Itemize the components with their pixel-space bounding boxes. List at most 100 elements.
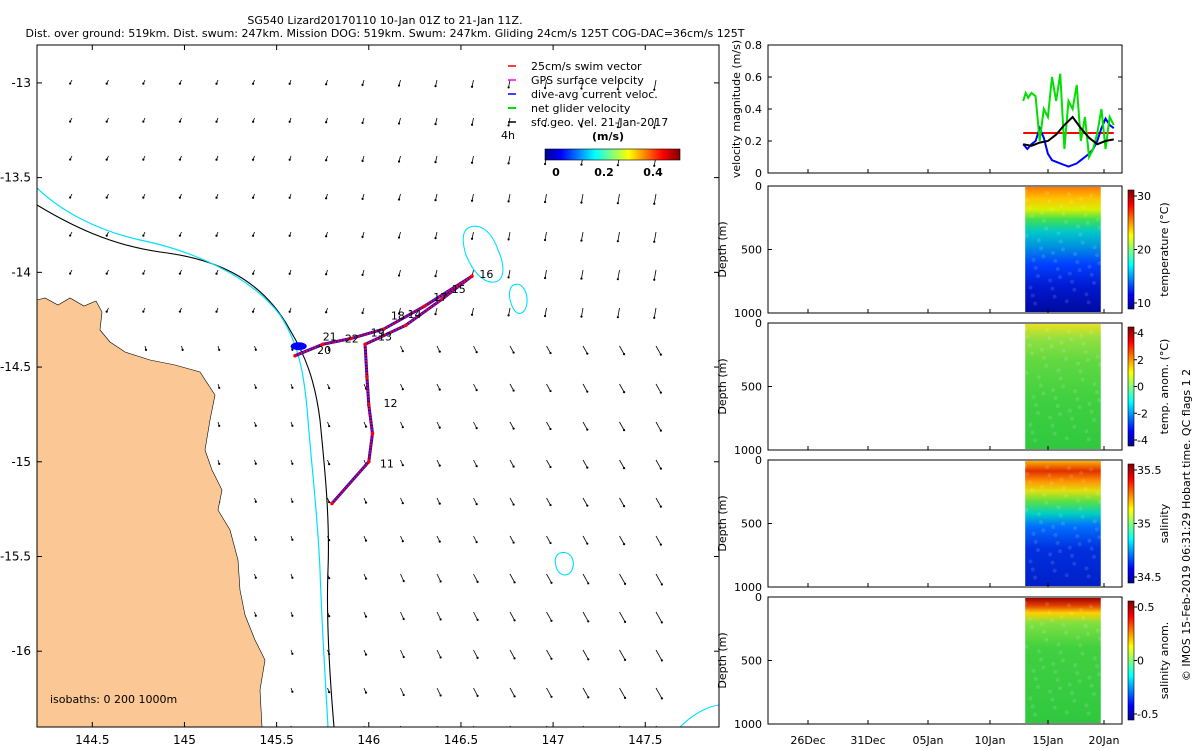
- current-vector-head: [512, 541, 515, 544]
- section-speckle: [1042, 629, 1047, 634]
- day-label-22: 22: [345, 332, 359, 345]
- isobath-label: isobaths: 0 200 1000m: [50, 693, 177, 706]
- current-vector-head: [434, 237, 437, 240]
- current-vector-head: [623, 582, 627, 585]
- section-speckle: [1067, 682, 1072, 687]
- current-vector-head: [291, 386, 294, 389]
- section-speckle: [1036, 512, 1041, 517]
- current-vector-head: [142, 120, 145, 123]
- depth-ylabel: Depth (m): [716, 358, 729, 414]
- section-speckle: [1030, 488, 1035, 493]
- section-speckle: [1064, 436, 1069, 441]
- section-colorbar: [1127, 600, 1135, 721]
- section-speckle: [1058, 513, 1063, 518]
- section-speckle: [1049, 207, 1054, 212]
- section-speckle: [1083, 213, 1088, 217]
- section-speckle: [1078, 232, 1083, 237]
- day-label-17: 17: [433, 291, 447, 304]
- current-vector: [400, 611, 405, 620]
- current-vector: [471, 117, 474, 125]
- current-vector-head: [586, 504, 589, 507]
- current-vector-head: [513, 619, 516, 622]
- current-vector-head: [328, 387, 331, 390]
- section-speckle: [1030, 214, 1035, 219]
- current-vector-head: [616, 278, 619, 281]
- date-tick-label: 15Jan: [1033, 734, 1064, 747]
- current-vector-head: [218, 386, 221, 389]
- section-speckle: [1025, 472, 1030, 477]
- current-vector: [509, 459, 514, 467]
- current-vector-head: [218, 348, 221, 351]
- section-speckle: [1024, 233, 1029, 238]
- section-speckle: [1028, 285, 1033, 290]
- section-speckle: [1076, 361, 1081, 366]
- section-speckle: [1039, 621, 1044, 626]
- section-speckle: [1024, 644, 1029, 649]
- section-speckle: [1087, 264, 1092, 269]
- current-vector-head: [325, 311, 328, 314]
- section-speckle: [1091, 417, 1096, 422]
- section-speckle: [1048, 689, 1053, 694]
- current-vector-head: [254, 500, 257, 503]
- current-vector: [473, 345, 478, 353]
- current-vector-head: [587, 582, 590, 585]
- current-vector-head: [178, 234, 182, 237]
- current-vector-head: [438, 388, 441, 391]
- section-speckle: [1089, 409, 1094, 414]
- current-vector-head: [439, 618, 442, 621]
- colorbar-tick-label: 2: [1137, 354, 1144, 367]
- current-vector-head: [587, 734, 589, 736]
- current-vector-head: [470, 85, 474, 88]
- current-vector: [471, 79, 474, 87]
- current-vector-head: [178, 310, 182, 313]
- current-vector-head: [401, 426, 404, 429]
- current-vector-head: [434, 313, 437, 316]
- current-vector-head: [622, 505, 626, 508]
- section-colorbar: [1127, 463, 1135, 584]
- current-vector-head: [254, 462, 257, 465]
- current-vector-head: [586, 542, 589, 545]
- current-vector-head: [659, 429, 662, 432]
- map-frame: [36, 44, 720, 728]
- current-vector-head: [587, 696, 590, 699]
- track-point: [320, 342, 325, 347]
- current-vector: [546, 535, 551, 544]
- map-ytick-label: -15: [11, 455, 31, 469]
- current-vector: [581, 269, 584, 279]
- speed-colorbar: [544, 148, 681, 161]
- current-vector-head: [653, 316, 656, 319]
- current-vector: [546, 649, 552, 659]
- track-point: [366, 403, 371, 407]
- current-vector-head: [580, 87, 583, 90]
- map-xtick-label: 146.5: [444, 733, 478, 747]
- current-vector-head: [401, 464, 404, 467]
- section-speckle: [1064, 573, 1069, 578]
- current-vector-head: [178, 82, 182, 85]
- map-legend: 25cm/s swim vector GPS surface velocity …: [501, 60, 681, 179]
- section-speckle: [1060, 658, 1065, 663]
- current-vector-head: [108, 729, 110, 731]
- current-vector-head: [403, 732, 405, 734]
- current-vector: [653, 79, 657, 90]
- current-vector-head: [660, 659, 663, 662]
- current-vector-head: [142, 272, 145, 275]
- isobath-1000m: [37, 204, 335, 727]
- section-speckle: [1045, 328, 1050, 333]
- current-vector: [582, 535, 588, 544]
- current-vector-head: [69, 234, 72, 237]
- current-vector-head: [142, 310, 145, 313]
- current-vector-head: [402, 617, 405, 621]
- colorbar-tick-label: 35: [1137, 518, 1151, 531]
- current-vector-head: [549, 541, 552, 545]
- section-speckle: [1085, 358, 1090, 363]
- current-vector-head: [105, 120, 108, 123]
- section-speckle: [1023, 464, 1028, 468]
- current-vector-head: [325, 83, 328, 86]
- current-vector-head: [476, 656, 479, 660]
- current-vector-head: [543, 276, 547, 280]
- current-vector-head: [328, 729, 330, 731]
- credit-text: © IMOS 15-Feb-2019 06:31:29 Hobart time.…: [1180, 369, 1193, 681]
- section-speckle: [1079, 196, 1084, 201]
- current-vector-head: [288, 272, 291, 275]
